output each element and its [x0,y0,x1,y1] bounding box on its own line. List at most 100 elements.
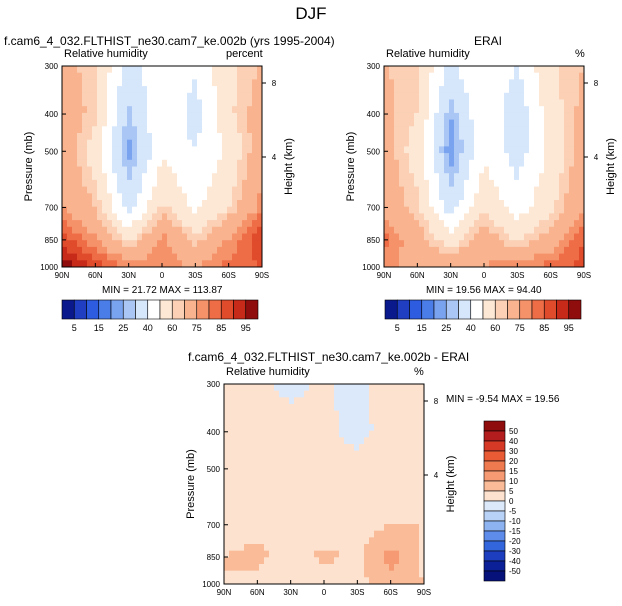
heatmap-cell [67,153,73,161]
heatmap-cell [334,477,340,485]
heatmap-cell [212,233,218,241]
heatmap-cell [414,417,420,425]
heatmap-cell [192,213,198,221]
heatmap-cell [334,430,340,438]
heatmap-cell [127,153,133,161]
heatmap-cell [414,233,420,241]
heatmap-cell [192,72,198,80]
heatmap-cell [414,220,420,228]
heatmap-cell [384,524,390,532]
heatmap-cell [227,226,233,234]
heatmap-cell [534,146,540,154]
heatmap-cell [244,424,250,432]
heatmap-cell [239,517,245,525]
heatmap-cell [167,159,173,167]
heatmap-cell [379,464,385,472]
heatmap-cell [254,430,260,438]
heatmap-cell [257,246,263,254]
heatmap-cell [314,457,320,465]
heatmap-cell [309,430,315,438]
heatmap-cell [87,99,93,107]
heatmap-cell [494,153,500,161]
heatmap-cell [329,524,335,532]
heatmap-cell [224,444,230,452]
heatmap-cell [454,153,460,161]
heatmap-cell [77,213,83,221]
heatmap-cell [409,246,415,254]
heatmap-cell [324,464,330,472]
heatmap-cell [122,153,128,161]
heatmap-cell [524,133,530,141]
heatmap-cell [147,260,153,268]
heatmap-cell [247,159,253,167]
heatmap-cell [102,106,108,114]
heatmap-cell [187,253,193,261]
heatmap-cell [82,146,88,154]
heatmap-cell [434,139,440,147]
heatmap-cell [549,159,555,167]
heatmap-cell [349,444,355,452]
heatmap-cell [212,240,218,248]
heatmap-cell [314,524,320,532]
heatmap-cell [524,92,530,100]
heatmap-cell [234,490,240,498]
heatmap-cell [424,213,430,221]
heatmap-cell [279,577,285,585]
heatmap-cell [177,193,183,201]
heatmap-cell [147,159,153,167]
heatmap-cell [569,193,575,201]
heatmap-cell [359,557,365,565]
heatmap-cell [127,112,133,120]
heatmap-cell [469,246,475,254]
heatmap-cell [524,146,530,154]
heatmap-cell [234,510,240,518]
heatmap-cell [454,193,460,201]
heatmap-cell [579,260,585,268]
heatmap-cell [257,193,263,201]
heatmap-cell [264,504,270,512]
heatmap-cell [434,226,440,234]
heatmap-cell [479,119,485,127]
heatmap-cell [177,126,183,134]
heatmap-cell [77,72,83,80]
heatmap-cell [157,133,163,141]
heatmap-cell [137,200,143,208]
heatmap-cell [234,430,240,438]
heatmap-cell [464,226,470,234]
heatmap-cell [394,106,400,114]
heatmap-cell [97,193,103,201]
heatmap-cell [274,484,280,492]
heatmap-cell [419,159,425,167]
heatmap-cell [364,537,370,545]
heatmap-cell [67,220,73,228]
heatmap-cell [539,153,545,161]
heatmap-cell [509,206,515,214]
heatmap-cell [269,397,275,405]
heatmap-cell [334,390,340,398]
heatmap-cell [559,200,565,208]
heatmap-cell [294,490,300,498]
heatmap-cell [234,570,240,578]
heatmap-cell [359,410,365,418]
heatmap-cell [544,240,550,248]
heatmap-cell [479,226,485,234]
heatmap-cell [479,233,485,241]
heatmap-cell [489,159,495,167]
heatmap-cell [384,260,390,268]
heatmap-cell [434,246,440,254]
heatmap-cell [279,430,285,438]
heatmap-cell [152,240,158,248]
heatmap-cell [257,186,263,194]
heatmap-cell [374,404,380,412]
heatmap-cell [202,112,208,120]
heatmap-cell [142,253,148,261]
heatmap-cell [424,92,430,100]
heatmap-cell [349,577,355,585]
heatmap-cell [364,444,370,452]
heatmap-cell [234,544,240,552]
heatmap-cell [514,220,520,228]
heatmap-cell [82,133,88,141]
heatmap-cell [239,424,245,432]
heatmap-cell [484,99,490,107]
heatmap-cell [454,213,460,221]
